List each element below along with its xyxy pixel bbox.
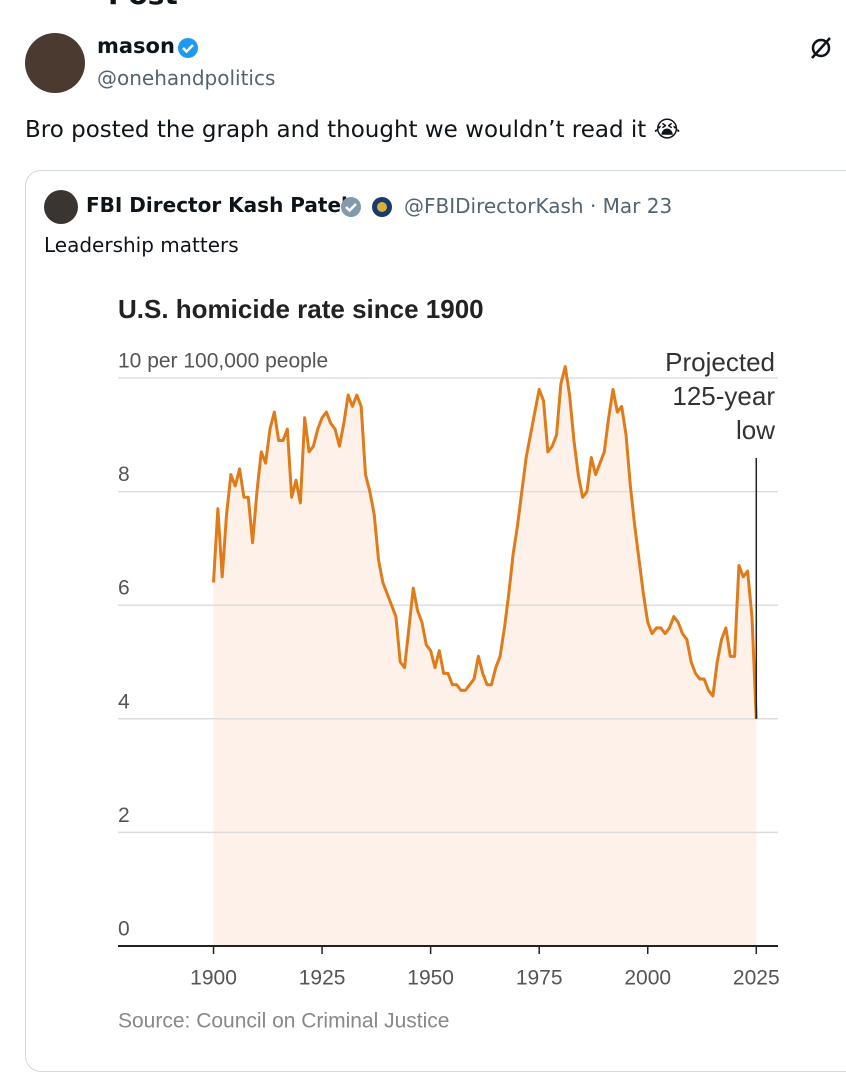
post-text: Bro posted the graph and thought we woul…: [25, 117, 681, 143]
line: [212, 365, 758, 719]
quote-handle: @FBIDirectorKash: [404, 194, 584, 218]
chart-title: U.S. homicide rate since 1900: [118, 294, 484, 324]
quote-meta: @FBIDirectorKash · Mar 23: [404, 194, 672, 218]
avatar[interactable]: [25, 33, 85, 93]
x-tick-label: 2025: [733, 967, 780, 990]
separator: ·: [589, 194, 597, 218]
annotation: Projected: [665, 347, 775, 377]
quote-text: Leadership matters: [44, 233, 239, 257]
chart-source: Source: Council on Criminal Justice: [118, 1010, 449, 1033]
author-handle[interactable]: @onehandpolitics: [97, 66, 276, 90]
y-tick-label: 6: [118, 577, 130, 600]
x-tick-label: 2000: [624, 967, 671, 990]
author-name[interactable]: mason: [97, 34, 175, 58]
y-tick-label: 4: [118, 690, 130, 713]
x-tick-label: 1950: [407, 967, 454, 990]
y-tick-label: 8: [118, 463, 130, 486]
area: [213, 366, 757, 946]
y-tick-label: 10 per 100,000 people: [118, 350, 328, 373]
quote-badges: [341, 197, 392, 217]
x-tick-label: 1975: [516, 967, 563, 990]
x-tick-label: 1925: [299, 967, 346, 990]
y-tick-label: 0: [118, 918, 130, 941]
quote-avatar: [44, 190, 78, 224]
x-tick-label: 1900: [190, 967, 237, 990]
grok-icon[interactable]: [808, 35, 834, 61]
annotation: 125-year: [672, 381, 775, 411]
header-title: Post: [108, 0, 178, 11]
verified-badge: [178, 38, 198, 58]
quote-name: FBI Director Kash Patel: [86, 193, 348, 217]
y-tick-label: 2: [118, 804, 130, 827]
annotation: low: [736, 415, 775, 445]
quote-date: Mar 23: [602, 194, 673, 218]
